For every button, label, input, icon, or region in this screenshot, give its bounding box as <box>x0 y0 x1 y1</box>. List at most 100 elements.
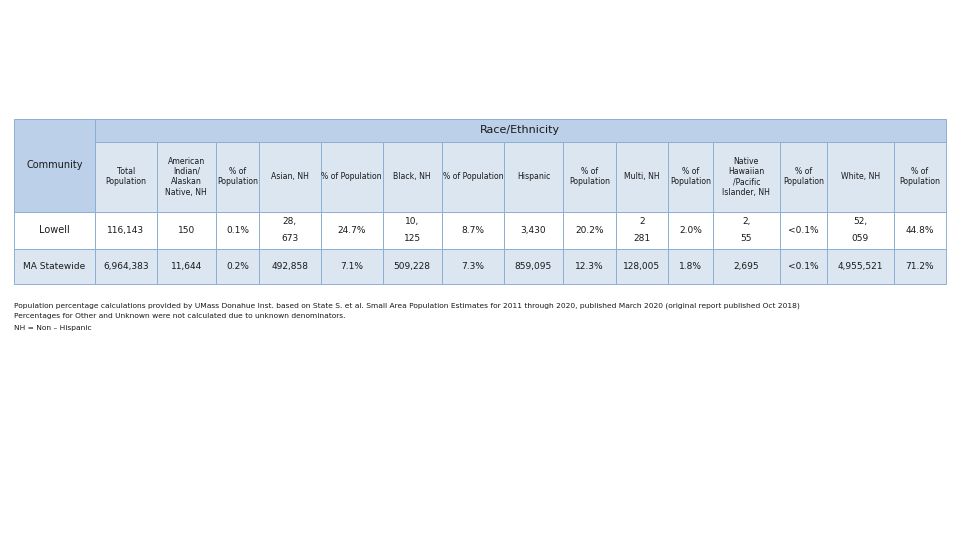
Bar <box>713 141 780 212</box>
Text: 509,228: 509,228 <box>394 261 431 271</box>
Bar <box>321 141 382 212</box>
Bar <box>442 212 504 248</box>
Bar <box>894 141 946 212</box>
Text: 28,: 28, <box>283 217 297 226</box>
Bar <box>95 141 156 212</box>
Bar <box>780 141 828 212</box>
Bar <box>504 212 564 248</box>
Text: 2,: 2, <box>742 217 751 226</box>
Text: 150: 150 <box>178 226 195 234</box>
Bar <box>828 248 894 284</box>
Text: 116,143: 116,143 <box>108 226 144 234</box>
Bar <box>382 248 442 284</box>
Text: 673: 673 <box>281 234 299 243</box>
Text: Profile of Lowell by Race/Ethnicity: Profile of Lowell by Race/Ethnicity <box>205 28 697 56</box>
Bar <box>259 212 321 248</box>
Text: 1.8%: 1.8% <box>679 261 702 271</box>
Text: 8.7%: 8.7% <box>462 226 485 234</box>
Text: Native
Hawaiian
/Pacific
Islander, NH: Native Hawaiian /Pacific Islander, NH <box>722 157 770 197</box>
Text: Lowell: Lowell <box>39 225 70 235</box>
Bar <box>615 248 668 284</box>
Bar <box>442 141 504 212</box>
Text: Multi, NH: Multi, NH <box>624 172 660 181</box>
Bar <box>504 248 564 284</box>
Bar <box>504 141 564 212</box>
Text: 0.1%: 0.1% <box>226 226 249 234</box>
Text: White, NH: White, NH <box>841 172 880 181</box>
Text: Hispanic: Hispanic <box>516 172 550 181</box>
Bar <box>216 212 259 248</box>
Bar <box>442 248 504 284</box>
Text: 20: 20 <box>920 521 936 534</box>
Text: 492,858: 492,858 <box>272 261 308 271</box>
Bar <box>382 141 442 212</box>
Text: 24.7%: 24.7% <box>337 226 366 234</box>
Text: 2,695: 2,695 <box>733 261 759 271</box>
Text: 125: 125 <box>403 234 420 243</box>
Text: 128,005: 128,005 <box>623 261 660 271</box>
Bar <box>564 141 615 212</box>
Text: 52,: 52, <box>853 217 868 226</box>
Text: 2.0%: 2.0% <box>679 226 702 234</box>
Text: 0.2%: 0.2% <box>226 261 249 271</box>
Bar <box>668 141 713 212</box>
Text: 3,430: 3,430 <box>520 226 546 234</box>
Text: % of Population: % of Population <box>322 172 382 181</box>
Bar <box>95 212 156 248</box>
Text: % of
Population: % of Population <box>782 167 824 186</box>
Text: 10,: 10, <box>405 217 420 226</box>
Text: Total
Population: Total Population <box>106 167 146 186</box>
Bar <box>259 141 321 212</box>
Bar <box>615 141 668 212</box>
Text: 6,964,383: 6,964,383 <box>103 261 149 271</box>
Bar <box>259 248 321 284</box>
Bar <box>14 119 95 212</box>
Text: 11,644: 11,644 <box>171 261 202 271</box>
Text: 12.3%: 12.3% <box>575 261 604 271</box>
Text: % of
Population: % of Population <box>217 167 258 186</box>
Bar <box>894 212 946 248</box>
Bar <box>615 212 668 248</box>
Text: <0.1%: <0.1% <box>788 261 819 271</box>
Bar <box>321 212 382 248</box>
Text: % of Population: % of Population <box>443 172 503 181</box>
Text: 44.8%: 44.8% <box>905 226 934 234</box>
Bar <box>382 212 442 248</box>
Bar <box>668 212 713 248</box>
Bar <box>216 141 259 212</box>
Text: % of
Population: % of Population <box>670 167 711 186</box>
Text: Asian, NH: Asian, NH <box>271 172 309 181</box>
Bar <box>216 248 259 284</box>
Bar <box>95 119 946 141</box>
Text: 55: 55 <box>740 234 752 243</box>
Text: 4,955,521: 4,955,521 <box>838 261 883 271</box>
Text: 71.2%: 71.2% <box>905 261 934 271</box>
Text: 20.2%: 20.2% <box>575 226 604 234</box>
Bar <box>14 212 95 248</box>
Text: 059: 059 <box>852 234 869 243</box>
Text: <0.1%: <0.1% <box>788 226 819 234</box>
Text: 2: 2 <box>638 217 644 226</box>
Bar <box>95 248 156 284</box>
Text: 7.3%: 7.3% <box>462 261 485 271</box>
Bar <box>713 248 780 284</box>
Bar <box>156 212 216 248</box>
Text: NH = Non – Hispanic: NH = Non – Hispanic <box>14 325 91 330</box>
Text: Population percentage calculations provided by UMass Donahue Inst. based on Stat: Population percentage calculations provi… <box>14 302 800 308</box>
Text: MA Statewide: MA Statewide <box>23 261 85 271</box>
Text: Race/Ethnicity: Race/Ethnicity <box>480 125 561 136</box>
Text: 859,095: 859,095 <box>515 261 552 271</box>
Text: Percentages for Other and Unknown were not calculated due to unknown denominator: Percentages for Other and Unknown were n… <box>14 313 346 319</box>
Bar <box>780 248 828 284</box>
Bar <box>894 248 946 284</box>
Bar <box>321 248 382 284</box>
Bar <box>156 248 216 284</box>
Text: 7.1%: 7.1% <box>340 261 363 271</box>
Bar <box>713 212 780 248</box>
Bar <box>668 248 713 284</box>
Bar <box>564 248 615 284</box>
Bar <box>564 212 615 248</box>
Text: 281: 281 <box>633 234 650 243</box>
Text: Black, NH: Black, NH <box>394 172 431 181</box>
Bar <box>828 212 894 248</box>
